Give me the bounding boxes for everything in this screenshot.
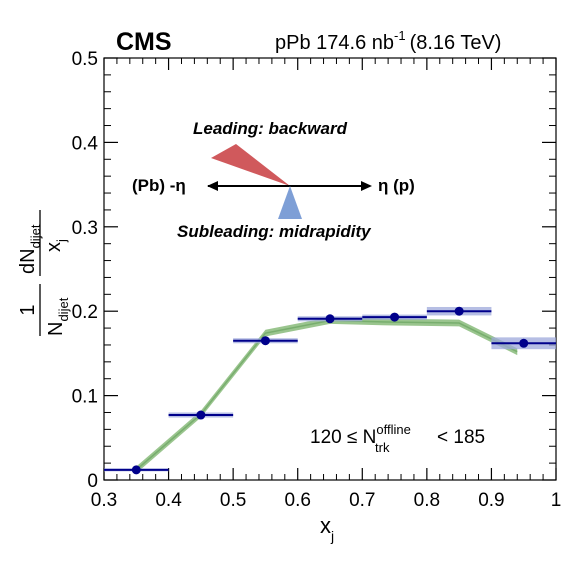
y-title-dn: dNdijet [17,224,43,274]
x-tick-label: 0.9 [478,490,504,511]
x-tick-label: 0.8 [414,490,440,511]
data-point [131,465,141,475]
x-title-main: x [320,513,331,538]
data-point [325,314,335,324]
energy-label: (8.16 TeV) [410,32,502,54]
x-tick-label: 0.6 [285,490,311,511]
data-point [519,338,529,348]
y-tick-label: 0.5 [72,49,98,70]
y-axis: 0 0.1 0.2 0.3 0.4 0.5 [72,49,556,492]
subleading-cone [278,186,302,219]
selection-suffix: < 185 [437,427,485,448]
y-tick-label: 0.3 [72,218,98,239]
selection-sub: trk [375,440,390,455]
data-series [104,306,556,475]
x-tick-label: 0.7 [349,490,375,511]
model-band-area [136,317,518,474]
x-axis: 0.3 0.4 0.5 0.6 0.7 0.8 0.9 1 [91,58,562,511]
system-label: pPb 174.6 nb-1 (8.16 TeV) [275,28,501,54]
eta-axis-arrow-left [207,181,218,191]
model-band [135,317,518,474]
left-eta-label: (Pb) -η [132,176,186,195]
selection-prefix: 120 ≤ N [310,427,376,448]
right-eta-label: η (p) [378,176,415,195]
x-tick-label: 0.5 [220,490,246,511]
selection-label: 120 ≤ Noffline trk < 185 [310,422,485,455]
y-title-dn-sub: dijet [28,224,43,248]
selection-sup: offline [376,422,410,437]
y-title-n: Ndijet [45,297,71,336]
eta-axis-arrow-right [361,181,372,191]
x-tick-label: 1 [551,490,562,511]
leading-label: Leading: backward [193,119,348,138]
y-title-x-main: x [43,242,65,252]
data-point [390,312,400,322]
y-title-x: xj [43,239,69,252]
data-point [196,410,206,420]
y-axis-title: 1 Ndijet dNdijet xj [17,210,71,336]
data-point [260,336,270,346]
cartoon: Leading: backward (Pb) -η η (p) Subleadi… [132,119,415,241]
x-axis-title: xj [320,513,334,544]
experiment-label: CMS [116,28,172,56]
lumi-exponent: -1 [394,28,406,43]
y-title-dn-main: dN [17,248,39,274]
x-title-sub: j [330,528,334,544]
y-title-n-main: N [45,322,67,336]
y-tick-label: 0.1 [72,387,98,408]
y-title-one: 1 [17,304,39,315]
y-title-n-sub: dijet [56,297,71,321]
y-tick-label: 0.2 [72,302,98,323]
system-text: pPb 174.6 nb [275,32,394,54]
subleading-label: Subleading: midrapidity [177,222,372,241]
leading-cone [211,144,290,186]
y-tick-label: 0 [87,471,98,492]
x-tick-label: 0.4 [155,490,182,511]
data-point [454,306,464,316]
y-tick-label: 0.4 [72,133,99,154]
x-tick-label: 0.3 [91,490,117,511]
y-title-x-sub: j [54,239,69,243]
plot-frame [103,57,557,481]
